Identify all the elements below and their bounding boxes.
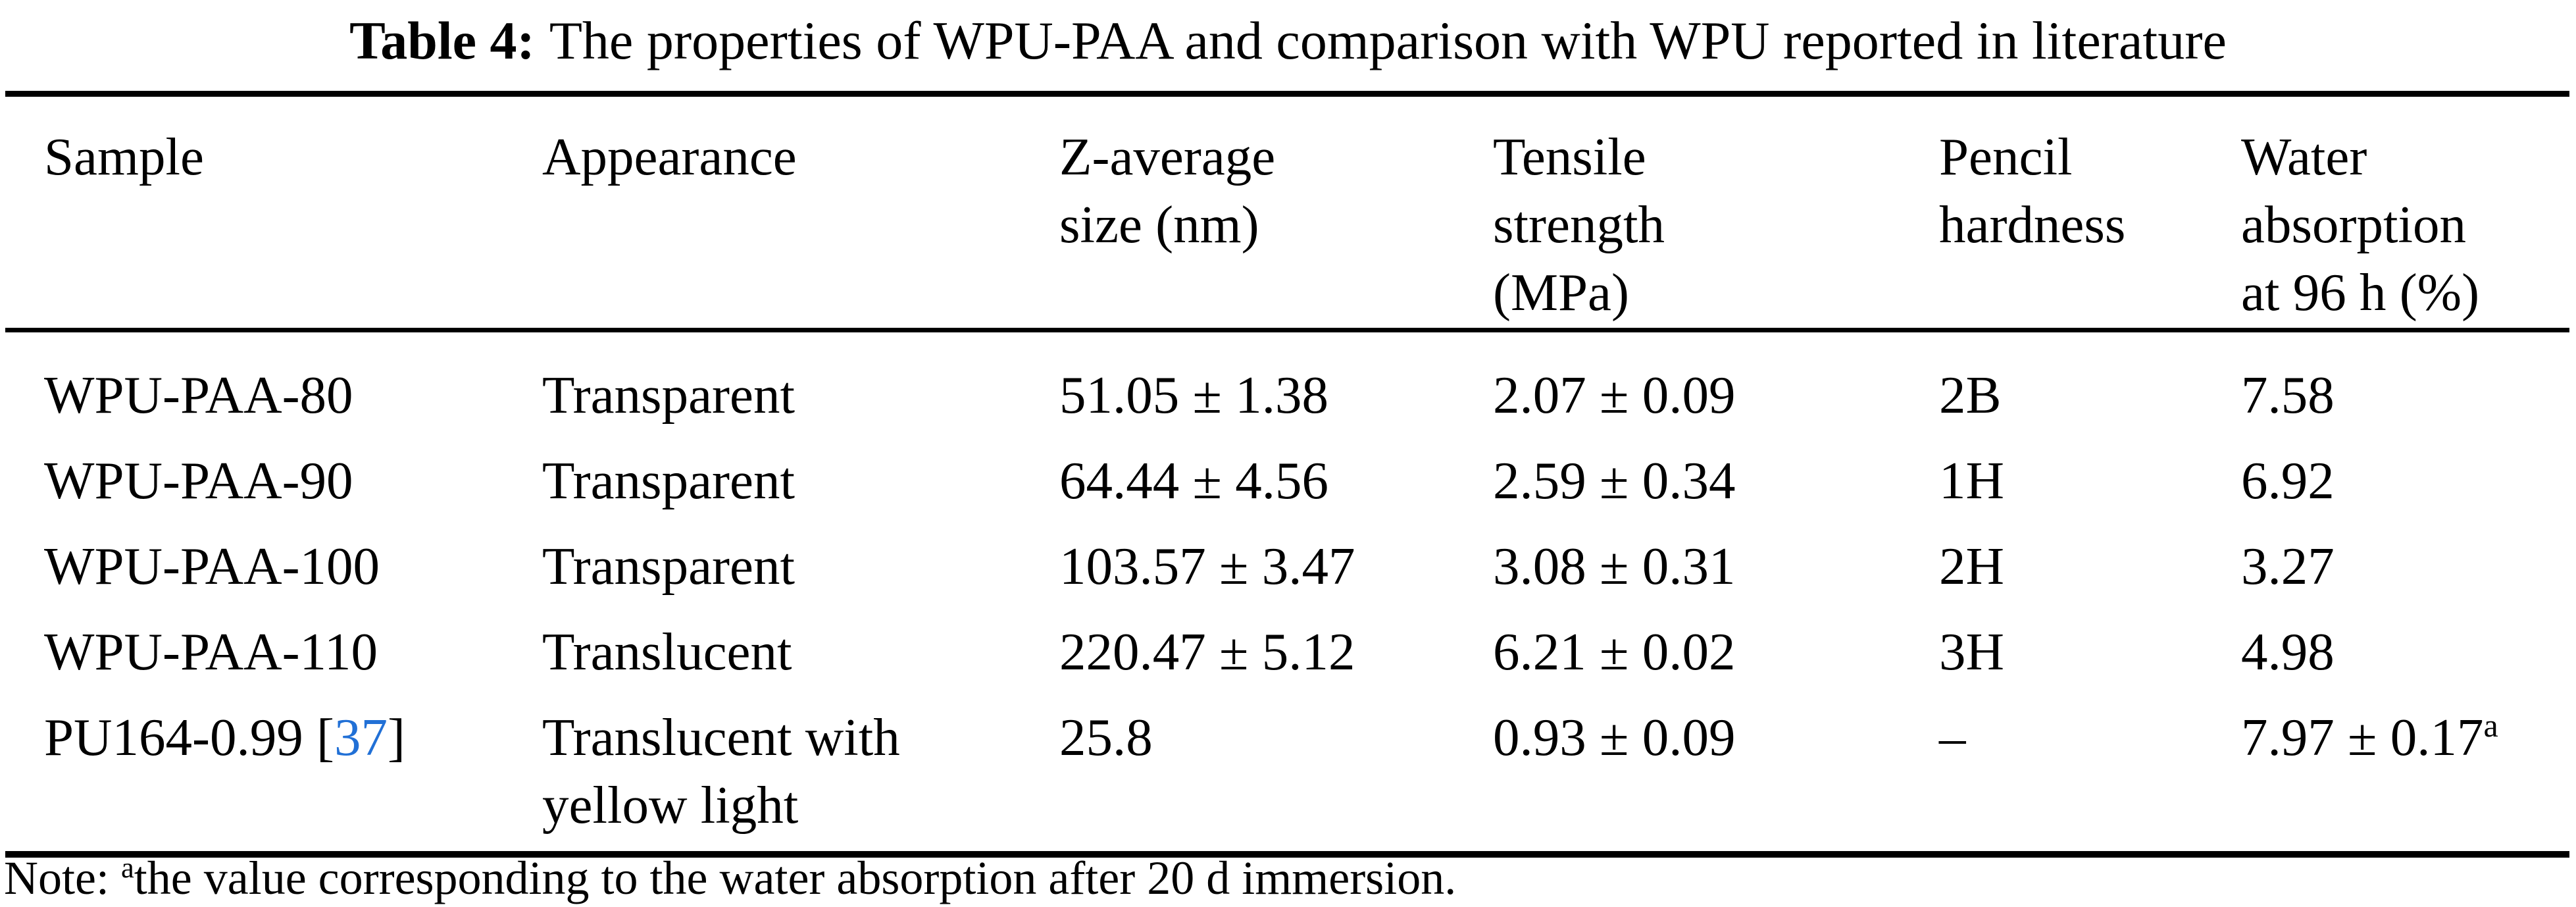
header-line: hardness — [1939, 195, 2126, 254]
cell-sample: PU164-0.99 [37] — [5, 686, 542, 854]
note-prefix: Note: — [4, 852, 121, 904]
table-note: Note: athe value corresponding to the wa… — [4, 849, 2570, 907]
water-superscript-marker: a — [2483, 707, 2498, 744]
header-line: size (nm) — [1059, 195, 1259, 254]
column-header-z-average-size: Z-average size (nm) — [1059, 94, 1493, 330]
table-row: WPU-PAA-90 Transparent 64.44 ± 4.56 2.59… — [5, 429, 2569, 515]
water-value: 7.97 ± 0.17 — [2241, 708, 2484, 767]
table-row: WPU-PAA-100 Transparent 103.57 ± 3.47 3.… — [5, 515, 2569, 600]
cell-line: Translucent with — [542, 708, 900, 767]
cell-pencil: 3H — [1939, 622, 2004, 681]
table-header: Sample Appearance Z-average size (nm) Te… — [5, 94, 2569, 330]
header-line: strength — [1493, 195, 1665, 254]
cell-line: yellow light — [542, 775, 799, 835]
cell-pencil: 1H — [1939, 451, 2004, 510]
table-title-text: The properties of WPU-PAA and comparison… — [549, 11, 2227, 70]
cell-water: 4.98 — [2241, 622, 2335, 681]
cell-tensile: 2.59 ± 0.34 — [1493, 451, 1736, 510]
cell-sample: WPU-PAA-100 — [44, 536, 380, 596]
header-line: Appearance — [542, 127, 797, 186]
header-line: Tensile — [1493, 127, 1646, 186]
properties-table: Sample Appearance Z-average size (nm) Te… — [5, 91, 2569, 858]
header-line: (MPa) — [1493, 263, 1629, 322]
cell-tensile: 2.07 ± 0.09 — [1493, 365, 1736, 425]
cell-tensile: 0.93 ± 0.09 — [1493, 708, 1736, 767]
cell-z-average: 103.57 ± 3.47 — [1059, 536, 1355, 596]
header-line: Pencil — [1939, 127, 2073, 186]
sample-text: PU164-0.99 [ — [44, 708, 334, 767]
table-body: WPU-PAA-80 Transparent 51.05 ± 1.38 2.07… — [5, 330, 2569, 855]
cell-z-average: 51.05 ± 1.38 — [1059, 365, 1328, 425]
cell-line: Transparent — [542, 365, 795, 425]
note-superscript-marker: a — [120, 851, 134, 885]
table-row: PU164-0.99 [37] Translucent with yellow … — [5, 686, 2569, 854]
table-title-label: Table 4: — [349, 11, 535, 70]
column-header-water-absorption: Water absorption at 96 h (%) — [2241, 94, 2569, 330]
cell-tensile: 3.08 ± 0.31 — [1493, 536, 1736, 596]
cell-line: Translucent — [542, 622, 792, 681]
cell-tensile: 6.21 ± 0.02 — [1493, 622, 1736, 681]
table-row: WPU-PAA-80 Transparent 51.05 ± 1.38 2.07… — [5, 330, 2569, 430]
cell-appearance: Transparent — [542, 515, 1059, 600]
header-row: Sample Appearance Z-average size (nm) Te… — [5, 94, 2569, 330]
cell-appearance: Translucent with yellow light — [542, 686, 1059, 854]
cell-line: Transparent — [542, 536, 795, 596]
cell-water: 7.58 — [2241, 365, 2335, 425]
cell-sample: WPU-PAA-110 — [44, 622, 378, 681]
cell-sample: WPU-PAA-90 — [44, 451, 353, 510]
cell-z-average: 64.44 ± 4.56 — [1059, 451, 1328, 510]
column-header-pencil-hardness: Pencil hardness — [1939, 94, 2241, 330]
cell-sample: WPU-PAA-80 — [44, 365, 353, 425]
column-header-sample: Sample — [5, 94, 542, 330]
header-line: at 96 h (%) — [2241, 263, 2480, 322]
cell-water: 7.97 ± 0.17a — [2241, 686, 2569, 854]
table-title: Table 4: The properties of WPU-PAA and co… — [0, 4, 2576, 78]
cell-pencil: 2B — [1939, 365, 2002, 425]
cell-water: 3.27 — [2241, 536, 2335, 596]
cell-pencil: – — [1939, 708, 1966, 767]
column-header-tensile-strength: Tensile strength (MPa) — [1493, 94, 1939, 330]
header-line: Z-average — [1059, 127, 1276, 186]
cell-pencil: 2H — [1939, 536, 2004, 596]
cell-appearance: Translucent — [542, 600, 1059, 686]
cell-appearance: Transparent — [542, 429, 1059, 515]
note-text: the value corresponding to the water abs… — [134, 852, 1457, 904]
header-line: Sample — [44, 127, 204, 186]
citation-link[interactable]: 37 — [334, 708, 388, 767]
cell-z-average: 25.8 — [1059, 708, 1153, 767]
header-line: absorption — [2241, 195, 2466, 254]
sample-text: ] — [388, 708, 405, 767]
column-header-appearance: Appearance — [542, 94, 1059, 330]
table-row: WPU-PAA-110 Translucent 220.47 ± 5.12 6.… — [5, 600, 2569, 686]
cell-water: 6.92 — [2241, 451, 2335, 510]
header-line: Water — [2241, 127, 2367, 186]
cell-appearance: Transparent — [542, 330, 1059, 430]
cell-line: Transparent — [542, 451, 795, 510]
cell-z-average: 220.47 ± 5.12 — [1059, 622, 1355, 681]
